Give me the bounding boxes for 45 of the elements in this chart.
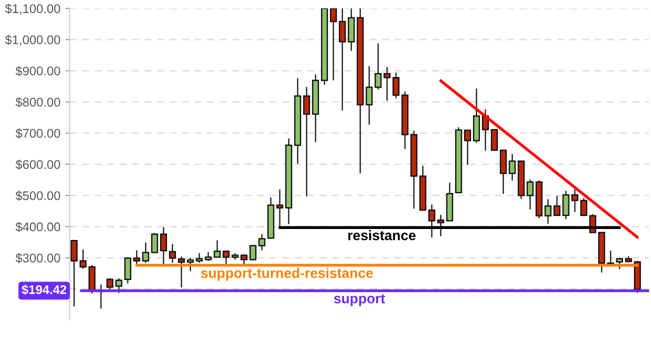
candlestick (464, 130, 472, 166)
candlestick (178, 256, 185, 288)
y-tick-label: $600.00 (16, 160, 60, 170)
y-tick-label: $900.00 (16, 66, 60, 76)
candlestick (553, 195, 560, 216)
y-tick-label: $500.00 (16, 190, 60, 201)
candlestick (160, 226, 168, 265)
candlestick (196, 252, 203, 264)
candlestick (88, 264, 96, 294)
candlestick (142, 242, 150, 264)
candlestick (70, 239, 78, 308)
candlestick (151, 232, 158, 254)
candlestick (338, 8, 346, 111)
y-tick-label: $1,000.00 (5, 34, 60, 46)
candlestick (168, 243, 176, 264)
candlestick (330, 8, 337, 82)
candlestick (258, 233, 266, 251)
candlestick (562, 190, 570, 220)
series-label: support-turned-resistance (200, 268, 373, 281)
candlestick (384, 66, 391, 102)
candlestick (115, 278, 122, 294)
y-tick-label: $1,100.00 (5, 4, 60, 15)
y-tick-label: $700.00 (16, 128, 60, 139)
candlestick (80, 248, 87, 270)
candlestick (544, 198, 552, 224)
y-tick-label: $800.00 (16, 97, 60, 108)
series-label: resistance (348, 230, 416, 240)
candlestick (490, 129, 498, 151)
candlestick (500, 150, 507, 195)
candlestick (214, 240, 221, 258)
y-tick-label: $300.00 (16, 253, 60, 264)
candlestick (571, 188, 578, 213)
ref-line-label: $194.42 (22, 284, 66, 295)
candlestick (374, 42, 382, 90)
candlestick (526, 178, 534, 210)
candlestick (392, 72, 400, 99)
annotation: support (334, 294, 386, 306)
candlestick (303, 86, 310, 198)
candlestick (249, 244, 256, 261)
candlestick (186, 257, 194, 272)
candlestick (366, 65, 373, 126)
y-tick-label: $400.00 (16, 222, 60, 232)
candlestick (508, 153, 516, 182)
candlestick (222, 250, 230, 265)
candlestick (106, 277, 114, 290)
